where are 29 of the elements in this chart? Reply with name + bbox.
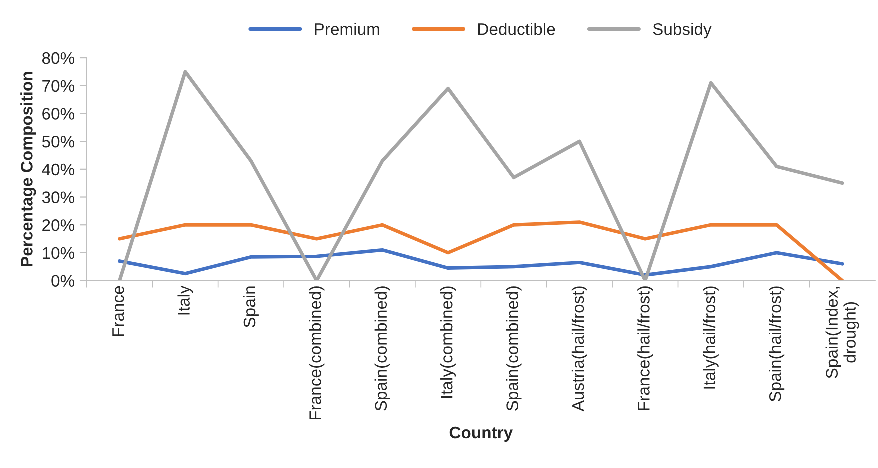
x-tick-label: France(combined) [309,286,325,420]
x-tick-label: Italy(hail/frost) [703,286,719,389]
y-tick-label: 40% [42,164,75,176]
x-tick-label: Spain(combined) [374,286,390,411]
y-tick-label: 70% [42,80,75,92]
x-tick-label: Italy [178,286,194,315]
x-axis-title: Country [450,426,513,442]
y-tick-label: 10% [43,247,75,260]
x-tick-label: Spain(hail/frost) [769,286,785,402]
x-tick-label: Spain(combined) [506,286,522,411]
y-tick-label: 0% [52,275,75,288]
y-tick-label: 30% [42,192,75,204]
legend-label: Deductible [478,23,556,36]
line-series [118,220,844,281]
x-tick-label: Spain(Index, drought) [826,287,860,378]
line-series [118,248,844,277]
y-tick-label: 60% [42,108,75,120]
x-tick-label: Spain [243,286,259,328]
x-tick-label: Italy(combined) [440,286,456,398]
y-tick-label: 80% [42,52,75,64]
y-tick-label: 20% [42,220,75,232]
legend-label: Subsidy [653,23,712,39]
y-axis-title: Percentage Composition [20,72,36,266]
x-tick-label: Austria(hail/frost) [572,286,588,412]
x-tick-label: France [112,286,124,336]
y-tick-label: 50% [42,136,75,148]
x-tick-label: France(hail/frost) [638,286,654,410]
legend-label: Premium [315,23,380,36]
line-series [118,70,844,281]
